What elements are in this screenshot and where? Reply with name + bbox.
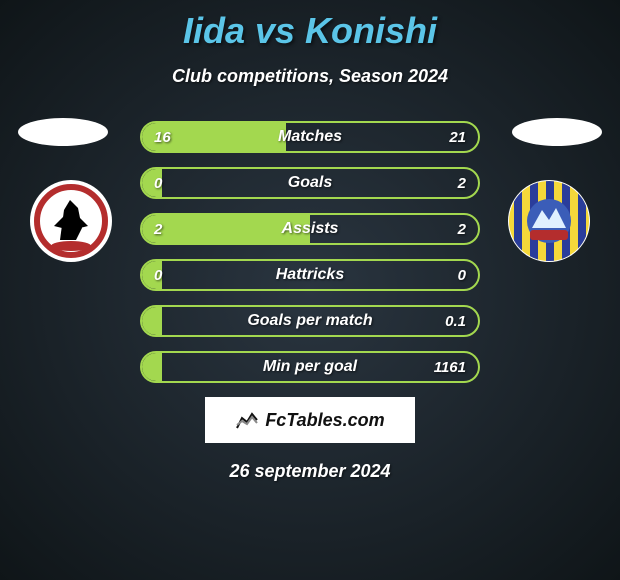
roasso-crest-icon bbox=[30, 180, 112, 262]
crest-left bbox=[30, 180, 112, 262]
branding-badge: FcTables.com bbox=[205, 397, 415, 443]
montedio-crest-icon bbox=[508, 180, 590, 262]
stat-right-value: 2 bbox=[458, 175, 466, 192]
stat-right-value: 1161 bbox=[434, 359, 466, 376]
flag-right bbox=[512, 118, 602, 146]
stat-label: Assists bbox=[142, 220, 478, 238]
stat-label: Hattricks bbox=[142, 266, 478, 284]
stat-label: Goals bbox=[142, 174, 478, 192]
crest-right bbox=[508, 180, 590, 262]
stat-row: Goals per match0.1 bbox=[140, 305, 480, 337]
branding-text: FcTables.com bbox=[265, 410, 384, 431]
stat-right-value: 0.1 bbox=[445, 313, 466, 330]
stat-row: 16Matches21 bbox=[140, 121, 480, 153]
flag-left bbox=[18, 118, 108, 146]
stat-row: Min per goal1161 bbox=[140, 351, 480, 383]
stat-label: Min per goal bbox=[142, 358, 478, 376]
stat-label: Goals per match bbox=[142, 312, 478, 330]
stat-right-value: 0 bbox=[458, 267, 466, 284]
stat-row: 0Hattricks0 bbox=[140, 259, 480, 291]
stat-right-value: 2 bbox=[458, 221, 466, 238]
stat-row: 0Goals2 bbox=[140, 167, 480, 199]
stat-right-value: 21 bbox=[449, 129, 466, 146]
chart-icon bbox=[235, 408, 259, 432]
stats-container: 16Matches210Goals22Assists20Hattricks0Go… bbox=[140, 121, 480, 383]
stat-label: Matches bbox=[142, 128, 478, 146]
stat-row: 2Assists2 bbox=[140, 213, 480, 245]
subtitle: Club competitions, Season 2024 bbox=[0, 66, 620, 87]
date-text: 26 september 2024 bbox=[0, 461, 620, 482]
page-title: Iida vs Konishi bbox=[0, 0, 620, 52]
